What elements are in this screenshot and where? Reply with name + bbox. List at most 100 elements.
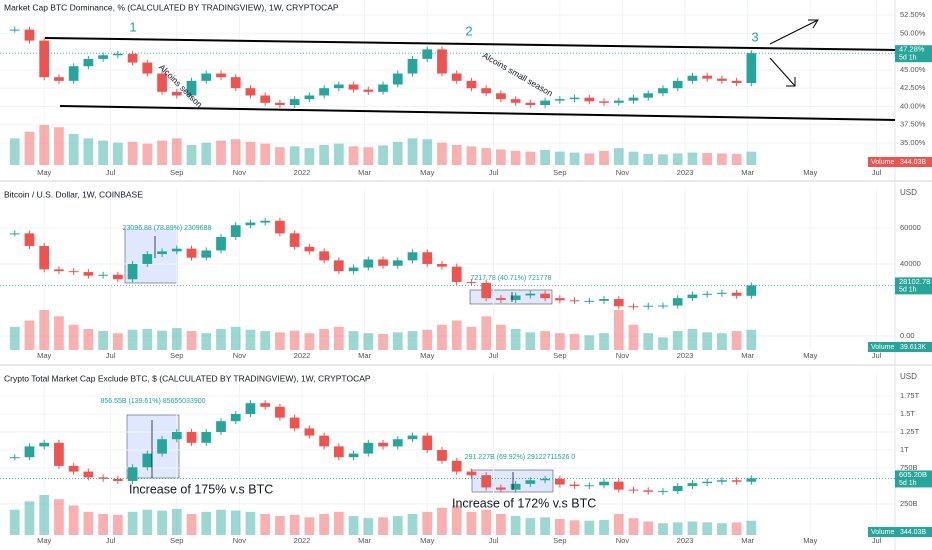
y-tick-label: 50.00% [900, 28, 926, 37]
volume-bar [392, 141, 403, 165]
candle [333, 84, 344, 89]
volume-bar [142, 143, 153, 165]
volume-bar [68, 324, 79, 350]
x-tick-label: Sep [170, 351, 183, 360]
arrow-head [808, 19, 819, 29]
panel-title: Bitcoin / U.S. Dollar, 1W, COINBASE [4, 189, 143, 199]
volume-bar [216, 140, 226, 165]
volume-bar [672, 153, 683, 165]
volume-bar [260, 331, 271, 350]
x-tick-label: Jul [106, 168, 116, 177]
price-label: 605.20B [899, 470, 927, 479]
volume-bar [613, 513, 624, 535]
candle [245, 403, 256, 414]
candle [554, 298, 565, 301]
price-label: 28102.78 [899, 277, 930, 286]
candle [142, 62, 153, 74]
volume-bar [658, 154, 668, 165]
x-tick-label: Nov [616, 168, 630, 177]
candle [451, 266, 462, 282]
x-tick-label: May [37, 351, 51, 360]
candle [363, 259, 374, 268]
volume-bar [127, 329, 138, 350]
candle [54, 77, 64, 81]
volume-bar [83, 511, 94, 535]
volume-bar [451, 320, 462, 350]
candle [643, 93, 654, 98]
volume-bar [599, 150, 609, 165]
candle [157, 73, 167, 92]
candle [39, 40, 50, 78]
volume-label-box [868, 157, 932, 167]
volume-bar [437, 507, 447, 535]
measure-box [471, 469, 554, 493]
x-tick-label: 2023 [677, 168, 694, 177]
volume-bar [333, 326, 344, 350]
volume-bar [304, 333, 315, 350]
candle [746, 53, 757, 84]
volume-bar [613, 148, 624, 165]
channel-top [44, 37, 896, 51]
candle [54, 442, 64, 466]
volume-bar [363, 518, 374, 535]
candle [39, 245, 50, 270]
candle [687, 75, 698, 81]
arrow-head [786, 77, 796, 87]
candle [98, 274, 108, 276]
volume-bar [186, 513, 197, 535]
volume-bar [746, 329, 757, 350]
volume-bar [584, 335, 595, 350]
candle [569, 97, 580, 100]
x-tick-label: 2022 [294, 536, 311, 545]
volume-bar [83, 138, 94, 165]
candle [9, 29, 20, 31]
candle [702, 293, 713, 295]
volume-bar [628, 324, 639, 350]
price-label-box [895, 470, 932, 488]
candle [378, 259, 388, 266]
volume-bar [275, 332, 285, 350]
candle [584, 97, 595, 102]
volume-bar [157, 510, 167, 535]
volume-bar [540, 517, 550, 535]
candle [319, 251, 329, 261]
x-tick-label: Nov [233, 351, 247, 360]
candle [24, 446, 35, 458]
volume-bar [54, 499, 64, 535]
candle [569, 300, 580, 302]
y-tick-label: 1T [900, 445, 909, 454]
volume-bar [392, 332, 403, 350]
candle [333, 260, 344, 272]
candle [98, 477, 108, 479]
volume-bar [54, 127, 64, 165]
volume-bar [687, 152, 698, 165]
volume-bar [319, 513, 329, 535]
candle [24, 233, 35, 246]
x-tick-label: Mar [358, 536, 371, 545]
y-tick-label: 35.00% [900, 138, 926, 147]
candle [392, 73, 403, 85]
candle [613, 100, 624, 103]
volume-bar [525, 332, 536, 350]
wave-label: 2 [465, 23, 472, 38]
volume-bar [363, 147, 374, 165]
volume-bar [717, 153, 727, 165]
candle [363, 442, 374, 454]
volume-value: 39.613K [900, 344, 926, 351]
x-tick-label: Nov [233, 536, 247, 545]
candle [68, 271, 79, 273]
candle [392, 439, 403, 447]
volume-bar [481, 509, 492, 535]
volume-bar [24, 131, 35, 165]
volume-bar [643, 153, 654, 165]
candle [437, 263, 447, 267]
candle [260, 403, 271, 407]
candle [643, 305, 654, 307]
candle [451, 460, 462, 472]
y-tick-label: 250B [900, 499, 918, 508]
volume-bar [304, 517, 315, 535]
x-tick-label: May [37, 168, 51, 177]
candle [687, 294, 698, 299]
volume-bar [245, 141, 256, 165]
